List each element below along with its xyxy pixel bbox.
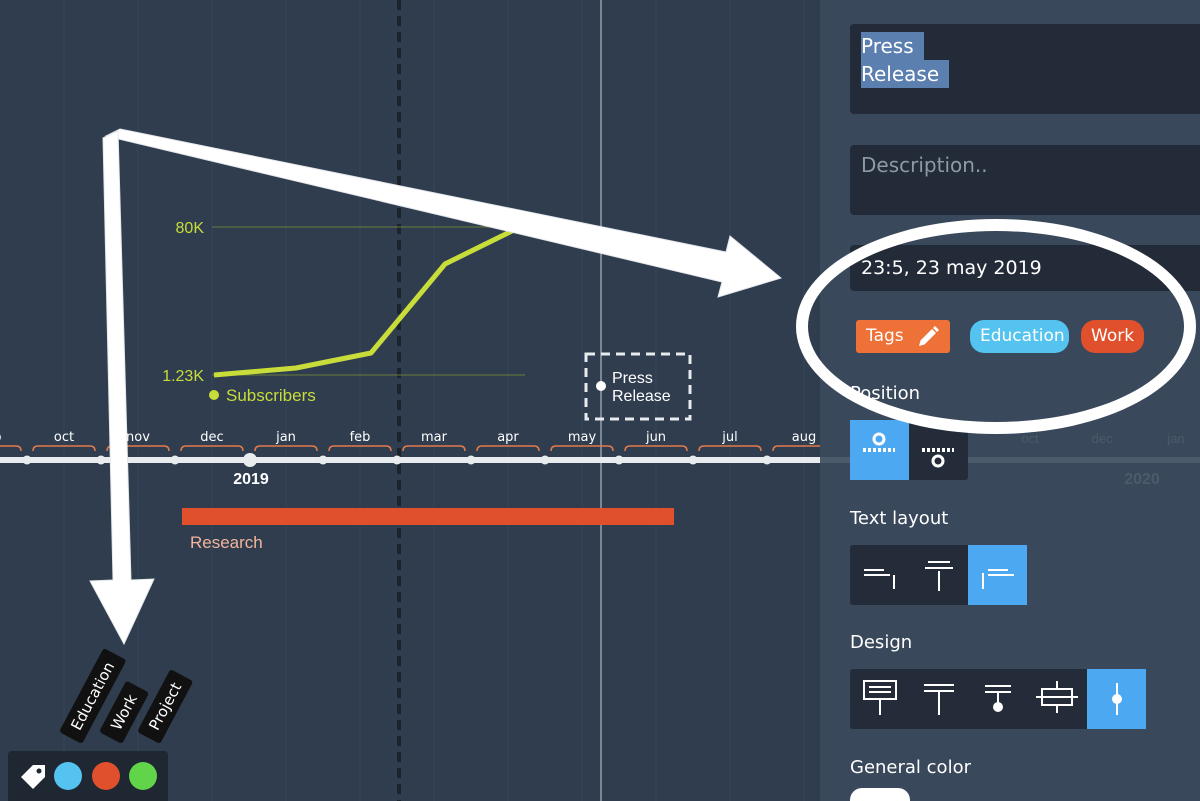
month-label-apr[interactable]: apr (497, 430, 519, 445)
timeline-dot (96, 455, 106, 465)
timeline-dot (318, 455, 328, 465)
swatch-work[interactable] (92, 762, 120, 790)
timeline-dot (540, 455, 550, 465)
timeline-dot (614, 455, 624, 465)
text-layout-label: Text layout (850, 508, 949, 529)
highlight-ring (796, 219, 1196, 434)
month-label-oct[interactable]: oct (53, 430, 75, 445)
position-above-icon (863, 432, 895, 452)
month-bracket-jan (254, 445, 318, 452)
timeline-dot (762, 455, 772, 465)
press-release-event-line2: Release (612, 388, 671, 405)
month-bracket-apr (476, 445, 540, 452)
month-bracket-sep (0, 445, 22, 452)
month-bracket-mar (402, 445, 466, 452)
title-line1: Press (861, 32, 924, 60)
title-line2: Release (861, 60, 950, 88)
research-span-label: Research (190, 533, 263, 552)
general-color-swatch[interactable] (850, 788, 910, 801)
design-box-pin-icon (863, 680, 897, 715)
research-span-bar[interactable] (182, 508, 674, 525)
month-label-jan[interactable]: jan (276, 430, 296, 445)
month-bracket-jul (698, 445, 762, 452)
timeline-dot (170, 455, 180, 465)
year-marker-2019 (243, 453, 257, 467)
timeline-dot (466, 455, 476, 465)
press-release-event-dot (596, 381, 606, 391)
ytick-label-bottom: 1.23K (162, 368, 204, 385)
press-release-event-line1: Press (612, 370, 653, 387)
event-description-input[interactable]: Description.. (850, 145, 1200, 215)
text-layout-center-option[interactable] (909, 545, 968, 605)
legend-marker-subscribers (209, 390, 219, 400)
design-text-pin-option[interactable] (909, 669, 968, 729)
swatch-project[interactable] (129, 762, 157, 790)
align-center-icon (925, 561, 953, 591)
panel-year-label-2020: 2020 (1124, 471, 1160, 488)
timeline-dot (392, 455, 402, 465)
align-left-icon (864, 569, 895, 589)
tag-palette (8, 751, 168, 801)
year-label-2019: 2019 (233, 471, 269, 488)
design-text-pin-icon (924, 684, 954, 715)
month-label-nov[interactable]: nov (126, 430, 150, 445)
design-label: Design (850, 632, 913, 653)
arrow-to-editor (104, 128, 783, 298)
design-box-line-icon (1036, 681, 1078, 713)
month-label-dec[interactable]: dec (200, 430, 224, 445)
align-right-icon (982, 569, 1014, 589)
description-placeholder: Description.. (861, 153, 988, 177)
month-bracket-dec (180, 445, 244, 452)
month-label-may[interactable]: may (567, 430, 597, 445)
design-text-dot-option[interactable] (968, 669, 1027, 729)
month-bracket-nov (106, 445, 170, 452)
panel-month-dec: dec (1092, 431, 1113, 446)
design-box-pin-option[interactable] (850, 669, 909, 729)
position-above-option[interactable] (850, 420, 909, 480)
design-options (850, 669, 1146, 729)
position-below-icon (922, 448, 954, 468)
text-layout-right-option[interactable] (968, 545, 1027, 605)
design-dot-line-option[interactable] (1087, 669, 1146, 729)
press-release-event-box[interactable] (584, 352, 692, 421)
month-label-feb[interactable]: feb (349, 430, 371, 445)
month-label-jul[interactable]: jul (722, 430, 738, 445)
month-label-mar[interactable]: mar (421, 430, 447, 445)
month-bracket-may (550, 445, 614, 452)
tag-icon[interactable] (18, 762, 48, 792)
ytick-label-top: 80K (176, 220, 205, 237)
month-label-sep[interactable]: sep (0, 430, 15, 445)
arrow-to-palette (89, 130, 155, 646)
month-bracket-feb (328, 445, 392, 452)
month-label-aug[interactable]: aug (791, 430, 817, 445)
month-bracket-oct (32, 445, 96, 452)
month-label-jun[interactable]: jun (645, 430, 667, 445)
event-title-input[interactable]: Press Release (850, 24, 1200, 114)
design-box-line-option[interactable] (1027, 669, 1086, 729)
general-color-label: General color (850, 757, 971, 778)
text-layout-left-option[interactable] (850, 545, 909, 605)
design-text-dot-icon (985, 685, 1011, 712)
panel-month-oct: oct (1021, 431, 1039, 446)
position-below-option[interactable] (909, 420, 968, 480)
timeline-dot (22, 455, 32, 465)
design-dot-line-icon (1112, 683, 1122, 715)
text-layout-options (850, 545, 1027, 605)
month-bracket-jun (624, 445, 688, 452)
legend-label-subscribers: Subscribers (226, 386, 316, 405)
timeline-dot (688, 455, 698, 465)
swatch-education[interactable] (54, 762, 82, 790)
panel-month-jan: jan (1166, 431, 1184, 446)
